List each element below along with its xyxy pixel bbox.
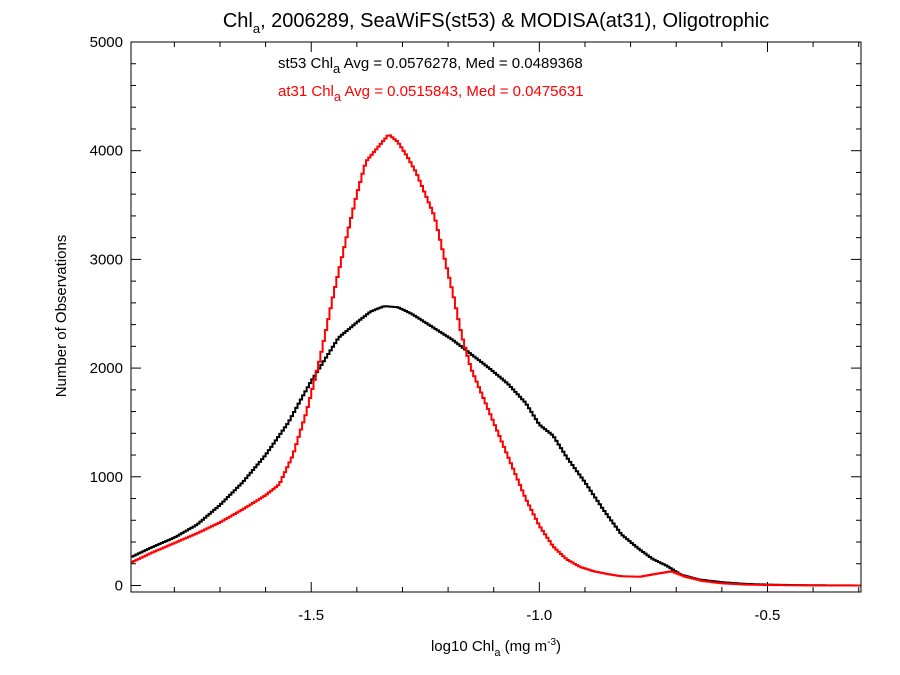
x-tick-label: -1.0 [526, 607, 552, 624]
y-tick-label: 5000 [90, 34, 123, 51]
y-axis-label: Number of Observations [53, 235, 70, 398]
x-tick-label: -1.5 [298, 607, 324, 624]
y-tick-label: 1000 [90, 469, 123, 486]
chart-title: Chla, 2006289, SeaWiFS(st53) & MODISA(at… [223, 10, 769, 36]
plot-frame [130, 41, 862, 593]
y-tick-label: 2000 [90, 360, 123, 377]
axis-ticks: -1.5 -1.0 -0.5 0 1000 2000 3000 4000 5000 [90, 34, 861, 624]
series-st53-histogram [131, 305, 861, 587]
series-at31-histogram [131, 134, 861, 587]
at31-stats-annotation: at31 Chla Avg = 0.0515843, Med = 0.04756… [278, 83, 584, 104]
series-layer [131, 134, 861, 587]
y-tick-label: 3000 [90, 251, 123, 268]
x-axis-label: log10 Chla (mg m-3) [431, 637, 561, 659]
st53-stats-annotation: st53 Chla Avg = 0.0576278, Med = 0.04893… [278, 55, 583, 76]
x-tick-label: -0.5 [755, 607, 781, 624]
y-tick-label: 4000 [90, 143, 123, 160]
y-tick-label: 0 [115, 577, 123, 594]
